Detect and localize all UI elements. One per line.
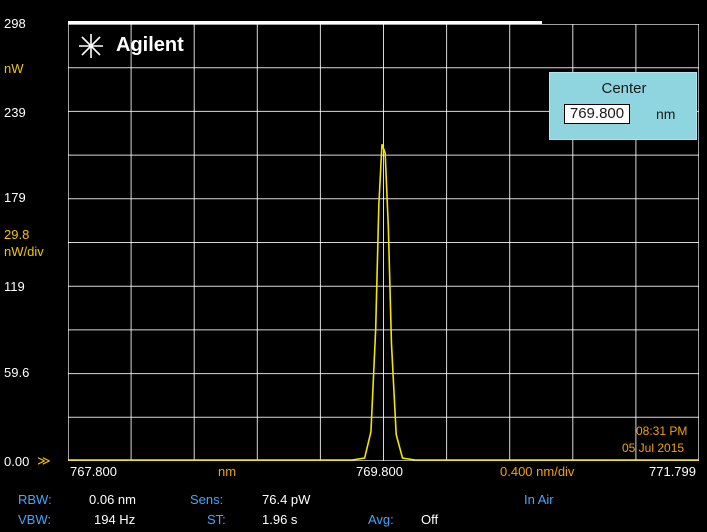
timestamp-time: 08:31 PM	[636, 424, 688, 438]
y-axis-top-label: 298	[4, 16, 26, 31]
y-tick-label: 119	[4, 279, 25, 294]
y-tick-label: 179	[4, 190, 26, 205]
rbw-label: RBW:	[18, 492, 52, 507]
y-axis-bottom-label: 0.00	[4, 454, 30, 469]
y-axis-scale: 29.8	[4, 227, 30, 242]
medium-status: In Air	[524, 492, 554, 507]
center-wavelength-field[interactable]: 769.800	[564, 104, 630, 124]
agilent-spark-icon	[79, 34, 103, 58]
y-tick-label: 239	[4, 105, 26, 120]
marker-unit: nm	[656, 106, 676, 122]
timestamp-date: 05 Jul 2015	[622, 441, 685, 455]
st-value: 1.96 s	[262, 512, 298, 527]
y-axis-scale-unit: nW/div	[4, 244, 44, 259]
brand-name: Agilent	[116, 34, 184, 56]
y-axis-unit: nW	[4, 61, 24, 76]
header-rule	[68, 21, 542, 24]
avg-label: Avg:	[368, 512, 394, 527]
x-axis-span: 0.400 nm/div	[500, 464, 575, 479]
y-tick-label: 59.6	[4, 365, 30, 380]
st-label: ST:	[207, 512, 226, 527]
avg-value: Off	[421, 512, 439, 527]
vbw-label: VBW:	[18, 512, 51, 527]
sens-label: Sens:	[190, 492, 224, 507]
center-marker-panel[interactable]: Center 769.800 nm	[549, 72, 697, 140]
x-axis-unit: nm	[218, 464, 237, 479]
reference-arrow-icon: ≫	[37, 453, 51, 468]
sens-value: 76.4 pW	[262, 492, 311, 507]
spectrum-trace	[68, 143, 699, 461]
rbw-value: 0.06 nm	[89, 492, 136, 507]
marker-title: Center	[601, 80, 647, 97]
x-axis-stop: 771.799	[649, 464, 696, 479]
vbw-value: 194 Hz	[94, 512, 136, 527]
x-axis-start: 767.800	[70, 464, 117, 479]
x-axis-center: 769.800	[356, 464, 403, 479]
